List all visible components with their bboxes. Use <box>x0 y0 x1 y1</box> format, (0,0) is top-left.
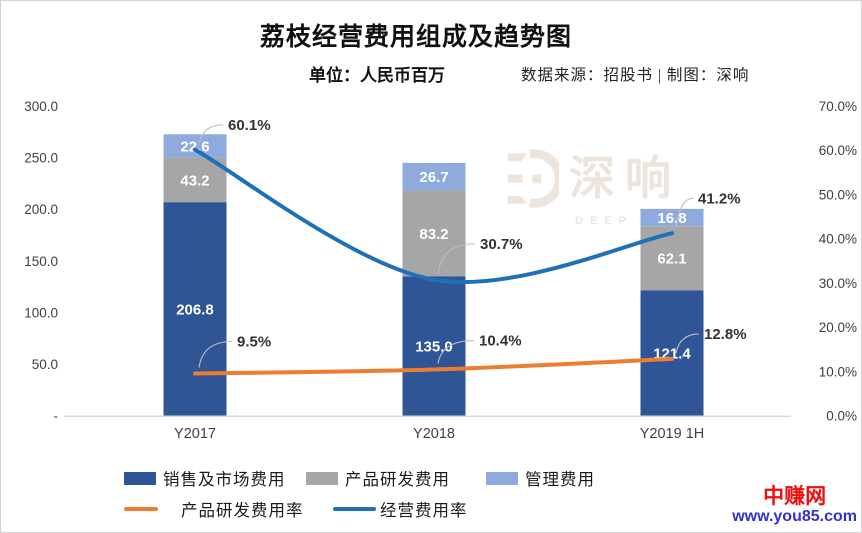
line-value-label: 10.4% <box>479 333 522 350</box>
right-axis-tick-label: 70.0% <box>819 99 857 114</box>
left-axis-tick-label: 100.0 <box>24 305 58 320</box>
bar-value-label: 16.8 <box>657 210 686 227</box>
data-source-label: 数据来源：招股书 | 制图：深响 <box>521 67 750 84</box>
category-label: Y2019 1H <box>640 426 705 442</box>
right-axis-tick-label: 20.0% <box>819 320 857 335</box>
line-value-label: 9.5% <box>237 333 271 350</box>
left-axis-tick-label: 150.0 <box>24 254 58 269</box>
bar-segment <box>163 134 227 158</box>
watermark-brand-cn: 深响 <box>569 153 681 204</box>
right-axis-tick-label: 10.0% <box>819 364 857 379</box>
label-leader-line <box>437 243 476 274</box>
bar-value-label: 206.8 <box>176 301 214 318</box>
chart-title: 荔枝经营费用组成及趋势图 <box>259 24 572 51</box>
site-watermark-url: www.you85.com <box>732 508 857 526</box>
bar-segment <box>640 208 704 227</box>
label-leader-line <box>675 197 694 228</box>
unit-label: 单位：人民币百万 <box>309 66 445 85</box>
category-label: Y2018 <box>413 426 455 442</box>
right-axis-tick-label: 60.0% <box>819 143 857 158</box>
line-value-label: 12.8% <box>704 326 747 343</box>
right-axis-tick-label: 30.0% <box>819 276 857 291</box>
bar-segment <box>640 290 704 416</box>
bar-segment <box>640 226 704 291</box>
left-axis-tick-label: 50.0 <box>32 357 58 372</box>
label-leader-line <box>198 340 233 368</box>
bar-value-label: 26.7 <box>419 169 448 186</box>
site-watermark: 中赚网 www.you85.com <box>732 485 857 526</box>
deep-echo-logo-icon <box>507 149 559 208</box>
left-axis-tick-label: 300.0 <box>24 99 58 114</box>
right-axis-tick-label: 0.0% <box>826 409 857 424</box>
bar-segment <box>163 202 227 416</box>
left-axis-tick-label: - <box>54 409 59 424</box>
left-axis-tick-label: 250.0 <box>24 151 58 166</box>
bar-value-label: 43.2 <box>180 172 209 189</box>
label-leader-line <box>437 339 475 364</box>
line-series-path <box>193 356 674 376</box>
line-value-label: 30.7% <box>480 236 523 253</box>
bar-value-label: 62.1 <box>657 251 686 268</box>
line-series-path <box>193 147 674 285</box>
label-leader-line <box>675 333 700 354</box>
bar-value-label: 22.6 <box>180 138 209 155</box>
category-label: Y2017 <box>174 426 216 442</box>
bar-value-label: 135.0 <box>415 338 453 355</box>
right-axis-tick-label: 50.0% <box>819 187 857 202</box>
left-axis-tick-label: 200.0 <box>24 202 58 217</box>
bar-value-label: 83.2 <box>419 226 448 243</box>
bar-segment <box>402 162 466 191</box>
line-value-label: 41.2% <box>698 190 741 207</box>
label-leader-line <box>198 124 224 144</box>
bar-segment <box>402 190 466 277</box>
bar-segment <box>402 276 466 416</box>
line-value-label: 60.1% <box>228 117 271 134</box>
site-watermark-name: 中赚网 <box>763 485 827 509</box>
right-axis-tick-label: 40.0% <box>819 232 857 247</box>
